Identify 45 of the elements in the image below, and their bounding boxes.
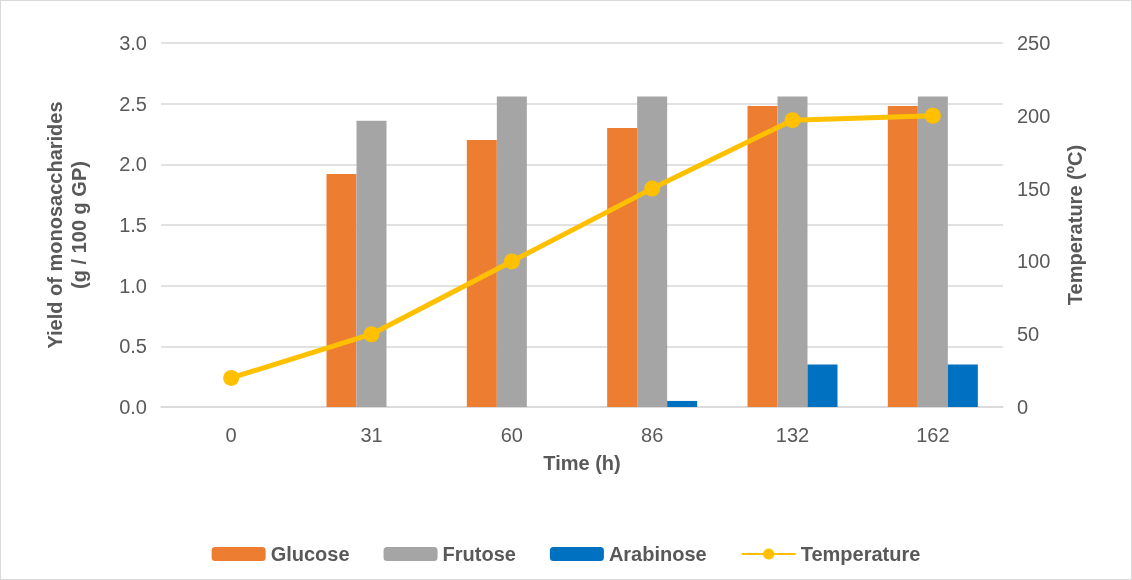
x-tick-label: 132: [775, 424, 810, 446]
y-tick-label: 0.0: [119, 396, 147, 418]
bar: [637, 96, 668, 407]
bar: [917, 96, 948, 407]
y2-tick-label: 0: [1017, 396, 1029, 418]
y-tick-label: 2.5: [119, 92, 147, 115]
y2-tick-label: 50: [1017, 323, 1040, 346]
y-tick-label: 0.5: [119, 335, 147, 358]
legend-label: Glucose: [270, 543, 350, 565]
legend-label: Temperature: [800, 543, 921, 565]
bar: [777, 96, 808, 407]
y-tick-label: 3.0: [119, 32, 147, 54]
y2-tick-label: 100: [1017, 250, 1051, 273]
y-tick-label: 2.0: [119, 153, 147, 176]
point: [644, 180, 661, 197]
x-tick-label: 0: [225, 424, 237, 446]
bar: [326, 174, 357, 407]
point: [503, 253, 520, 270]
bar: [496, 96, 527, 407]
bar: [466, 140, 497, 407]
y-axis-title: Yield of monosaccharides (g / 100 g GP): [44, 101, 90, 349]
legend-label: Arabinose: [608, 543, 707, 565]
y2-axis-title: Temperature (ºC): [1064, 144, 1086, 306]
bar: [887, 106, 918, 407]
x-tick-label: 60: [500, 424, 523, 446]
y2-tick-label: 250: [1017, 32, 1051, 54]
x-axis-title: Time (h): [543, 452, 621, 474]
bar: [747, 106, 778, 407]
x-tick-label: 31: [360, 424, 383, 446]
bar: [947, 364, 978, 407]
bar: [807, 364, 838, 407]
x-tick-label: 86: [641, 424, 664, 446]
y2-tick-label: 200: [1017, 104, 1051, 127]
point: [223, 369, 240, 386]
x-tick-label: 162: [916, 424, 950, 446]
legend-label: Frutose: [442, 543, 516, 565]
bar: [667, 400, 698, 407]
point: [784, 112, 801, 129]
y-tick-label: 1.0: [119, 274, 147, 297]
y-tick-label: 1.5: [119, 214, 147, 236]
point: [924, 107, 941, 124]
bar: [607, 127, 638, 407]
bar: [356, 120, 387, 407]
point: [363, 326, 380, 343]
y2-tick-label: 150: [1017, 177, 1051, 200]
